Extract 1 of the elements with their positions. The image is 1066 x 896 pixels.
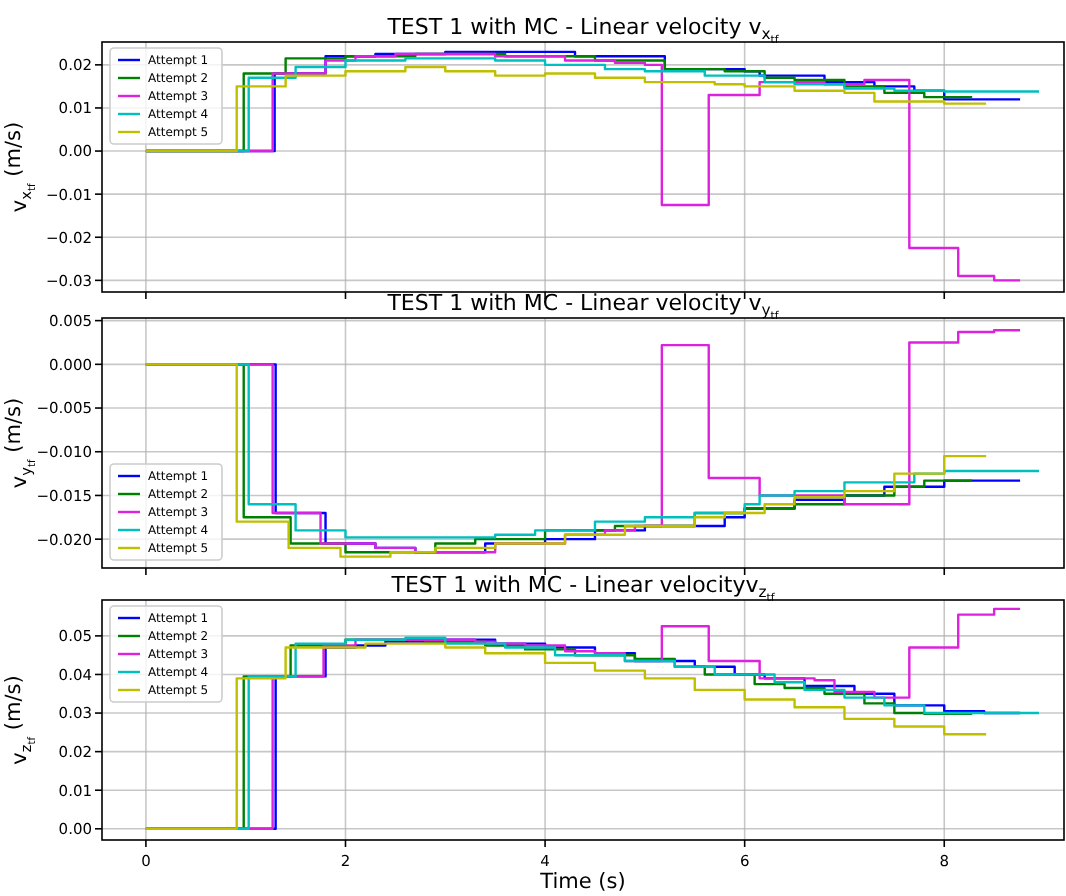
x-axis-title: Time (s)	[538, 870, 626, 894]
